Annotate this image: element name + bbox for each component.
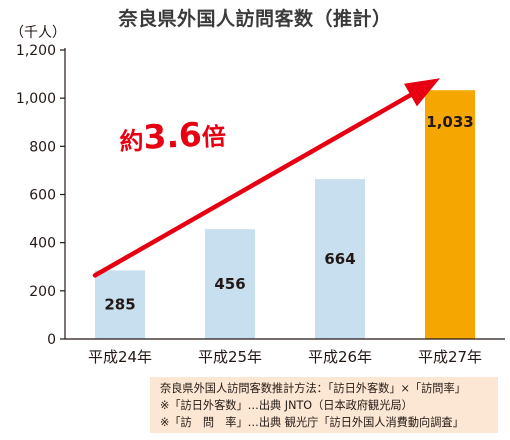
data-label: 664 bbox=[324, 250, 355, 268]
methodology-note: 奈良県外国人訪問客数推計方法：「訪日外客数」×「訪問率」 ※「訪日外客数」…出典… bbox=[150, 377, 498, 433]
growth-multiplier-label: 約3.6倍 bbox=[118, 113, 226, 158]
y-axis-unit-label: （千人） bbox=[10, 25, 66, 41]
x-tick-label: 平成24年 bbox=[88, 348, 152, 366]
y-tick-label: 800 bbox=[29, 139, 56, 155]
trend-arrow-head bbox=[404, 78, 440, 107]
y-tick-label: 600 bbox=[29, 188, 56, 204]
growth-multiplier-suffix: 倍 bbox=[201, 122, 226, 151]
growth-multiplier-prefix: 約 bbox=[119, 127, 144, 156]
data-label: 456 bbox=[214, 275, 245, 293]
bars bbox=[95, 90, 475, 339]
y-tick-label: 400 bbox=[29, 236, 56, 252]
x-tick-label: 平成25年 bbox=[198, 348, 262, 366]
note-line-visitors-source: ※「訪日外客数」…出典 JNTO（日本政府観光局） bbox=[160, 399, 413, 412]
y-tick-label: 200 bbox=[29, 284, 56, 300]
y-axis: 0 200 400 600 800 1,000 1,200 bbox=[16, 43, 66, 348]
note-line-method: 奈良県外国人訪問客数推計方法：「訪日外客数」×「訪問率」 bbox=[160, 382, 466, 395]
x-tick-label: 平成27年 bbox=[418, 348, 482, 366]
y-tick-label: 1,200 bbox=[16, 43, 56, 59]
bar bbox=[205, 229, 255, 339]
data-label: 1,033 bbox=[426, 113, 473, 131]
growth-annotation: 約3.6倍 bbox=[118, 113, 227, 158]
trend-arrow-shaft bbox=[92, 92, 413, 278]
trend-arrow bbox=[92, 78, 440, 278]
y-tick-label: 0 bbox=[47, 332, 56, 348]
growth-multiplier-number: 3.6 bbox=[142, 115, 202, 157]
chart-title: 奈良県外国人訪問客数（推計） bbox=[118, 8, 392, 30]
data-label: 285 bbox=[104, 296, 135, 314]
bar bbox=[425, 90, 475, 339]
x-tick-label: 平成26年 bbox=[308, 348, 372, 366]
x-axis: 平成24年 平成25年 平成26年 平成27年 bbox=[65, 338, 505, 366]
bar bbox=[315, 179, 365, 339]
data-labels: 285 456 664 1,033 bbox=[104, 113, 473, 313]
note-line-visit-rate-source: ※「訪 問 率」…出典 観光庁「訪日外国人消費動向調査」 bbox=[160, 416, 464, 429]
bar bbox=[95, 270, 145, 339]
y-tick-label: 1,000 bbox=[16, 91, 56, 107]
